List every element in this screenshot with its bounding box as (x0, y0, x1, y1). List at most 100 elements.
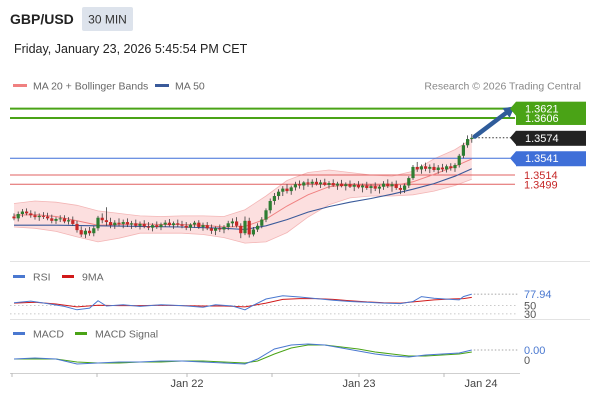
rsi-level-label-50: 50 (524, 301, 536, 313)
candle (113, 220, 117, 229)
candle-body (243, 220, 247, 234)
candle (348, 180, 352, 188)
candle-body (33, 215, 37, 218)
candle-body (466, 139, 470, 146)
candle (377, 184, 381, 194)
candle-body (327, 183, 331, 185)
candle-body (100, 217, 104, 221)
macd-legend-swatch (13, 332, 25, 335)
candle-body (113, 222, 117, 226)
target-label-pointer (510, 101, 516, 116)
candle-body (163, 222, 167, 225)
candle-body (251, 229, 255, 235)
candle-body (146, 226, 150, 228)
candle-body (348, 184, 352, 187)
target-label-box (516, 101, 586, 125)
candle-body (281, 188, 285, 192)
candle (415, 161, 419, 172)
candle (25, 208, 29, 216)
candle-body (188, 224, 192, 228)
price-level-label-1.3499: 1.3499 (524, 179, 558, 191)
candle (306, 178, 310, 187)
candle-body (432, 166, 436, 171)
candle-body (390, 184, 394, 187)
candle-body (75, 223, 79, 231)
candle-body (88, 230, 92, 234)
pair-title: GBP/USD (10, 11, 74, 27)
x-tick-label-Jan-23: Jan 23 (342, 378, 375, 390)
candle (298, 180, 302, 189)
candle (277, 189, 281, 200)
candle-body (319, 182, 323, 185)
candle (151, 223, 155, 232)
timeframe-label: 30 MIN (88, 13, 127, 27)
price-pane (10, 106, 515, 244)
candle-body (71, 220, 75, 224)
candle-body (67, 220, 71, 222)
candle-body (96, 217, 100, 229)
candle-body (134, 223, 138, 226)
candle (96, 215, 100, 231)
rsi-legend-swatch (13, 275, 25, 278)
candle (134, 219, 138, 228)
candle (470, 134, 474, 143)
current-price-pointer (510, 130, 516, 145)
candle-body (352, 184, 356, 187)
candle-body (323, 182, 327, 185)
candle-body (470, 137, 474, 140)
candle (319, 179, 323, 188)
candle-body (285, 188, 289, 192)
credit-label: Research © 2026 Trading Central (424, 81, 581, 93)
candle-body (369, 186, 373, 188)
candle-body (197, 222, 201, 228)
rsi-level-label-77.94: 77.94 (524, 289, 552, 301)
candle (369, 184, 373, 194)
candle (310, 179, 314, 188)
candle-body (230, 221, 234, 224)
candle-body (83, 230, 87, 235)
candle-body (125, 222, 129, 225)
candle (335, 181, 339, 190)
candle (180, 220, 184, 229)
price-level-label-1.3621: 1.3621 (525, 104, 559, 116)
candle-body (109, 222, 113, 226)
candle (41, 212, 45, 219)
candle-body (256, 225, 260, 230)
candle-body (130, 223, 134, 225)
candle (125, 218, 129, 228)
candle (33, 211, 37, 220)
macd-signal-line (14, 344, 472, 364)
candle (394, 180, 398, 190)
candle-body (260, 219, 264, 226)
candle (193, 220, 197, 228)
candle (373, 182, 377, 192)
current-price-box (516, 130, 586, 146)
candle-body (176, 223, 180, 225)
candle-body (382, 183, 386, 187)
ma50-legend-label: MA 50 (175, 81, 205, 93)
candle (361, 183, 365, 193)
timeframe-badge[interactable] (82, 7, 133, 31)
candle-body (289, 187, 293, 192)
candle (285, 184, 289, 194)
candle-body (344, 184, 348, 187)
candle-body (415, 166, 419, 170)
candle-body (46, 216, 50, 219)
candle-body (314, 181, 318, 185)
candle (104, 207, 108, 226)
x-tick-label-Jan-24: Jan 24 (464, 378, 497, 390)
candle (58, 215, 62, 223)
candle-body (306, 182, 310, 184)
candle (424, 162, 428, 172)
bollinger-band-area (14, 139, 472, 244)
candle-body (151, 225, 155, 228)
candle-body (180, 224, 184, 226)
macd-level-label-0.00: 0.00 (524, 345, 545, 357)
candle (436, 165, 440, 174)
candle (75, 220, 79, 233)
candle-body (172, 223, 176, 226)
candle-body (41, 215, 45, 217)
candle (440, 163, 444, 172)
candle (79, 226, 83, 237)
